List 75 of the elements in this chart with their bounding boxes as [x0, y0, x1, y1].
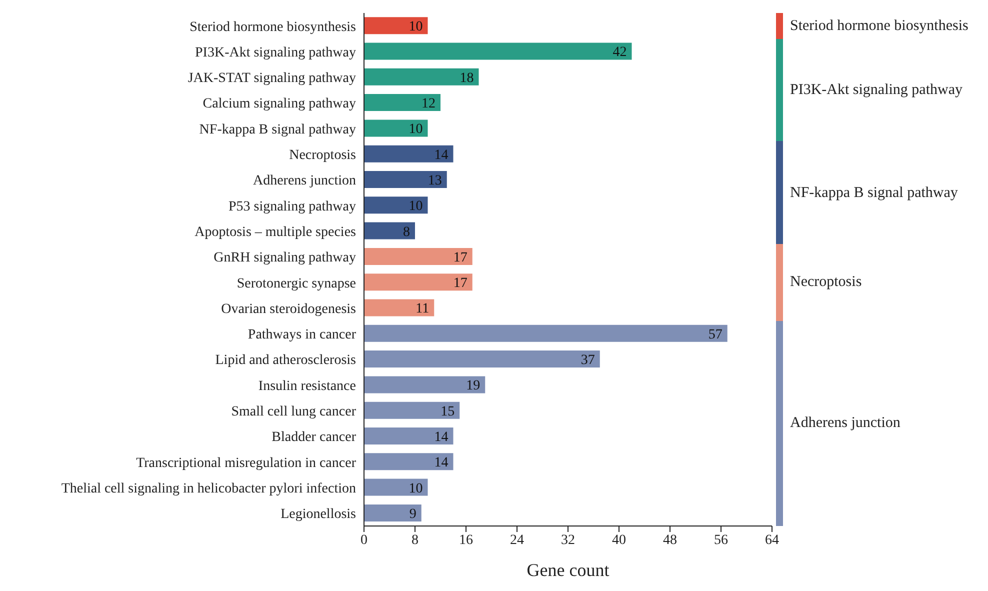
data-label: 14: [434, 430, 448, 445]
x-tick-label: 64: [765, 532, 779, 548]
bar: [364, 453, 454, 470]
data-label: 18: [460, 70, 474, 86]
x-tick-label: 32: [561, 532, 575, 548]
data-label: 10: [408, 20, 423, 35]
bar: [364, 222, 415, 240]
y-tick-label: Lipid and atherosclerosis: [215, 353, 356, 368]
y-tick-label: Pathways in cancer: [248, 328, 356, 343]
y-tick-label: NF-kappa B signal pathway: [199, 122, 356, 138]
y-tick-label: Apoptosis – multiple species: [194, 224, 356, 240]
text: PI3K-Akt signaling pathway: [790, 80, 962, 100]
data-label: 17: [453, 276, 468, 292]
data-label: 37: [580, 353, 595, 368]
y-tick-label: Calcium signaling pathway: [202, 96, 356, 112]
bar: [364, 299, 434, 316]
bar: [364, 17, 428, 34]
text: Necroptosis: [790, 273, 862, 292]
y-tick-label: Serotonergic synapse: [236, 276, 356, 292]
x-tick-label: 0: [360, 532, 368, 548]
bar: [364, 171, 447, 188]
text: Adherens junction: [790, 414, 900, 434]
y-tick-label: Thelial cell signaling in helicobacter pylori infection: [61, 481, 356, 496]
text: NF-kappa B signal pathway: [790, 184, 958, 203]
data-label: 10: [408, 481, 423, 496]
x-tick-label: 8: [412, 532, 418, 548]
data-label: 42: [612, 45, 627, 60]
bar: [364, 68, 479, 86]
data-label: 15: [440, 404, 455, 420]
data-label: 14: [434, 148, 448, 163]
bar: [364, 145, 454, 162]
y-tick-label: Necroptosis: [289, 148, 356, 164]
y-tick-label: Steriod hormone biosynthesis: [190, 20, 356, 35]
bar: [364, 120, 428, 137]
data-label: 57: [708, 327, 722, 342]
x-tick-label: 56: [714, 532, 728, 548]
bar: [364, 402, 460, 419]
bar: [364, 324, 728, 342]
x-tick-label: 24: [510, 532, 524, 548]
y-tick-label: Transcriptional misregulation in cancer: [136, 456, 356, 471]
data-label: 10: [408, 122, 423, 138]
data-label: 14: [434, 456, 448, 471]
x-tick-label: 16: [459, 532, 473, 548]
y-tick-label: Small cell lung cancer: [231, 404, 356, 420]
y-tick-label: JAK-STAT signaling pathway: [188, 71, 356, 86]
bar: [364, 376, 486, 394]
y-tick-label: Legionellosis: [280, 507, 356, 522]
y-tick-label: Bladder cancer: [272, 430, 356, 446]
bar: [364, 350, 600, 368]
bar: [364, 478, 428, 496]
bar: [364, 42, 632, 60]
data-label: 19: [466, 378, 480, 394]
data-label: 13: [428, 173, 442, 188]
data-label: 10: [408, 199, 423, 214]
bar: [364, 196, 428, 214]
bar: [364, 94, 440, 112]
data-label: 17: [453, 250, 468, 266]
bar: [364, 428, 454, 445]
y-tick-label: Insulin resistance: [258, 378, 356, 394]
data-label: 12: [422, 96, 436, 112]
x-tick-label: 48: [663, 532, 677, 548]
bar: [364, 248, 472, 265]
data-label: 9: [409, 506, 416, 522]
y-tick-label: Ovarian steroidogenesis: [221, 302, 356, 317]
y-tick-label: GnRH signaling pathway: [214, 250, 356, 266]
x-tick-label: 40: [612, 532, 626, 548]
y-tick-label: PI3K-Akt signaling pathway: [195, 45, 356, 60]
bar: [364, 274, 472, 291]
x-axis-title: Gene count: [526, 560, 610, 580]
text: Steriod hormone biosynthesis: [790, 16, 968, 36]
data-label: 11: [416, 302, 430, 317]
data-label: 8: [403, 224, 410, 240]
bar: [364, 504, 422, 522]
y-tick-label: P53 signaling pathway: [228, 199, 356, 214]
y-tick-label: Adherens junction: [252, 174, 356, 189]
